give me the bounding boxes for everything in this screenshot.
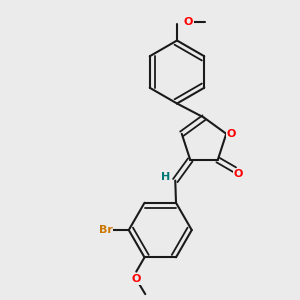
Text: O: O (234, 169, 243, 179)
Text: Br: Br (99, 225, 112, 235)
Text: H: H (161, 172, 170, 182)
Text: O: O (132, 274, 141, 284)
Text: O: O (184, 17, 193, 28)
Text: O: O (226, 129, 236, 139)
